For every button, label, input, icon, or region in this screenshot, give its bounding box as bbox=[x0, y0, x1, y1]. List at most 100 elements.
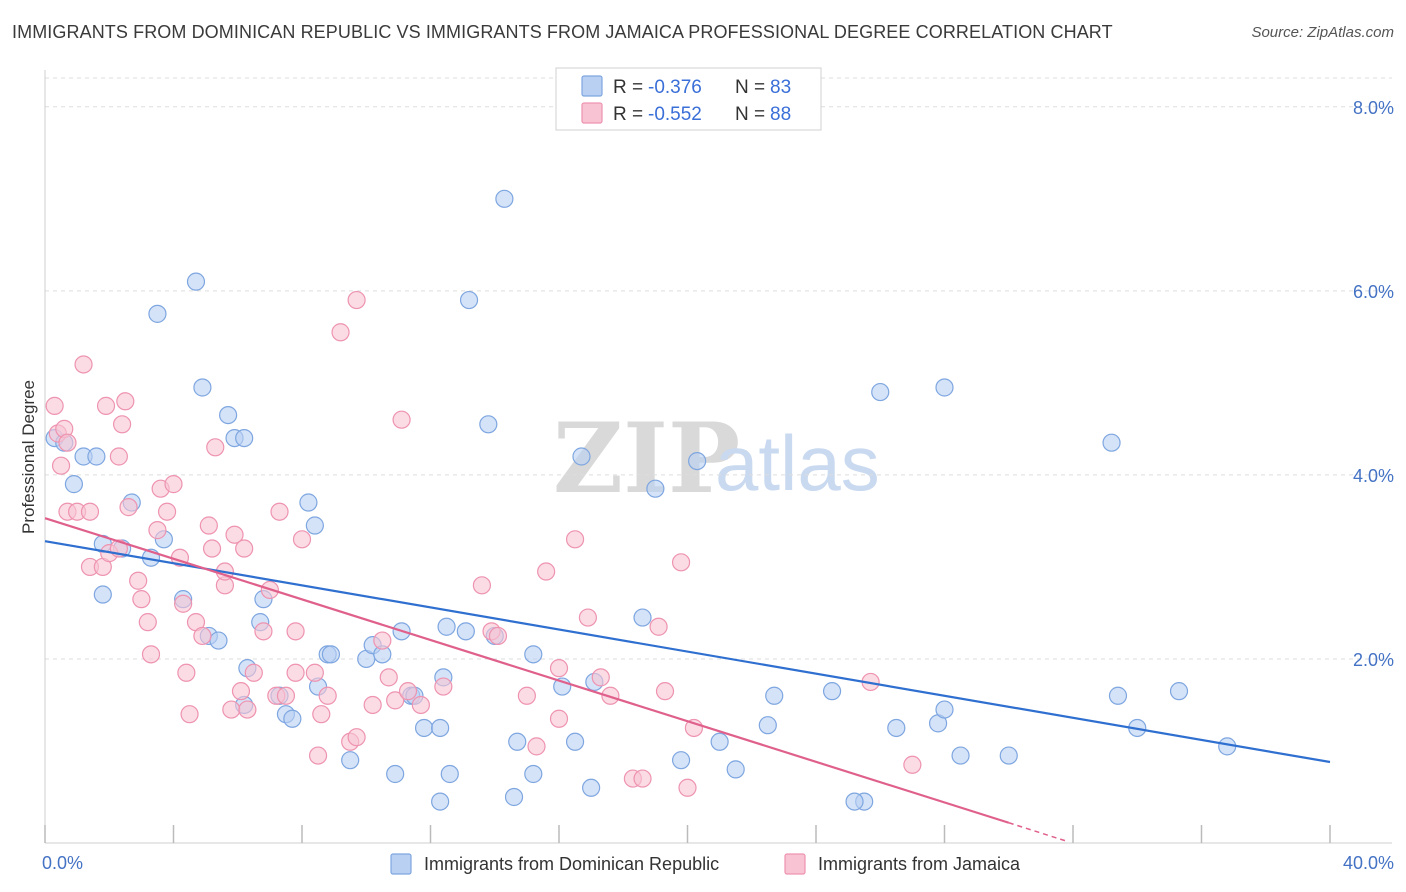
data-point bbox=[51, 456, 71, 475]
data-point bbox=[199, 516, 218, 535]
data-point bbox=[726, 760, 745, 779]
data-point bbox=[138, 613, 157, 632]
data-point bbox=[903, 755, 922, 774]
data-point bbox=[164, 475, 183, 494]
data-point bbox=[434, 677, 453, 696]
data-point bbox=[951, 746, 970, 765]
data-point bbox=[688, 452, 707, 471]
data-point bbox=[286, 663, 305, 682]
data-point bbox=[148, 521, 167, 540]
data-point bbox=[96, 396, 116, 415]
data-point bbox=[678, 778, 697, 797]
data-point bbox=[765, 686, 784, 705]
data-point bbox=[283, 709, 302, 728]
top-legend: R = -0.376 N = 83 R = -0.552 N = 88 bbox=[555, 67, 822, 131]
data-point bbox=[935, 378, 954, 397]
data-point bbox=[58, 433, 77, 452]
series-jamaica-points bbox=[45, 290, 922, 797]
data-point bbox=[887, 718, 906, 738]
bottom-legend-label-jamaica: Immigrants from Jamaica bbox=[818, 854, 1021, 874]
data-point bbox=[411, 695, 430, 715]
data-point bbox=[479, 415, 498, 434]
data-point bbox=[935, 700, 954, 719]
data-point bbox=[177, 663, 196, 682]
data-point bbox=[225, 525, 244, 544]
data-point bbox=[87, 447, 106, 466]
data-point bbox=[431, 718, 450, 738]
data-point bbox=[180, 705, 199, 724]
data-point bbox=[129, 571, 148, 590]
data-point bbox=[209, 631, 228, 650]
data-point bbox=[231, 682, 251, 701]
data-point bbox=[565, 732, 585, 751]
data-point bbox=[299, 493, 318, 512]
data-point bbox=[582, 778, 601, 797]
trend-lines bbox=[44, 517, 1331, 842]
data-point bbox=[517, 686, 536, 705]
data-point bbox=[565, 530, 585, 549]
data-point bbox=[456, 622, 475, 641]
data-point bbox=[504, 787, 524, 807]
data-point bbox=[591, 668, 610, 687]
data-point bbox=[398, 682, 418, 701]
x-tick-label-min: 0.0% bbox=[42, 853, 83, 873]
data-point bbox=[459, 290, 479, 310]
data-point bbox=[235, 428, 254, 448]
data-point bbox=[64, 475, 84, 494]
data-point bbox=[45, 396, 64, 415]
data-point bbox=[235, 539, 254, 558]
data-point bbox=[373, 631, 392, 650]
x-tick-label-max: 40.0% bbox=[1343, 853, 1394, 873]
legend-n-value: 88 bbox=[770, 104, 791, 125]
data-point bbox=[524, 764, 543, 784]
legend-r-value: -0.376 bbox=[648, 77, 702, 98]
data-point bbox=[633, 608, 652, 627]
source-credit: Source: ZipAtlas.com bbox=[1251, 24, 1394, 41]
data-point bbox=[93, 585, 112, 604]
legend-r-label: R = bbox=[613, 104, 643, 125]
data-point bbox=[386, 764, 405, 784]
data-point bbox=[292, 530, 312, 549]
data-point bbox=[1102, 433, 1121, 452]
data-point bbox=[148, 304, 167, 323]
axes bbox=[44, 70, 1392, 844]
data-point bbox=[646, 479, 665, 498]
data-point bbox=[578, 608, 598, 627]
data-point bbox=[244, 663, 263, 682]
data-point bbox=[254, 622, 273, 641]
data-point bbox=[312, 705, 331, 724]
y-tick-label: 4.0% bbox=[1353, 466, 1394, 486]
data-point bbox=[132, 590, 151, 609]
data-point bbox=[649, 617, 668, 636]
y-tick-label: 6.0% bbox=[1353, 282, 1394, 302]
bottom-legend-swatch-dominican bbox=[390, 853, 412, 875]
legend-r-value: -0.552 bbox=[648, 104, 702, 125]
data-point bbox=[671, 553, 691, 572]
data-point bbox=[157, 502, 177, 521]
data-point bbox=[437, 617, 456, 636]
data-point bbox=[758, 716, 777, 735]
data-point bbox=[999, 746, 1018, 765]
data-point bbox=[321, 645, 341, 664]
data-point bbox=[440, 764, 459, 784]
data-point bbox=[379, 668, 398, 687]
bottom-legend-label-dominican: Immigrants from Dominican Republic bbox=[424, 854, 719, 874]
data-point bbox=[1108, 686, 1128, 705]
data-point bbox=[305, 516, 324, 535]
data-point bbox=[431, 792, 450, 811]
data-point bbox=[347, 290, 366, 310]
data-point bbox=[286, 622, 305, 641]
data-point bbox=[80, 502, 100, 521]
legend-n-label: N = bbox=[735, 77, 765, 98]
data-point bbox=[74, 355, 93, 374]
data-point bbox=[305, 663, 324, 682]
data-point bbox=[495, 189, 514, 208]
y-tick-label: 8.0% bbox=[1353, 98, 1394, 118]
data-point bbox=[193, 626, 212, 646]
data-point bbox=[109, 447, 128, 466]
data-point bbox=[141, 645, 161, 664]
y-axis-label: Professional Degree bbox=[19, 380, 38, 534]
data-point bbox=[119, 498, 138, 517]
watermark-atlas: atlas bbox=[715, 419, 880, 507]
data-point bbox=[363, 695, 382, 715]
